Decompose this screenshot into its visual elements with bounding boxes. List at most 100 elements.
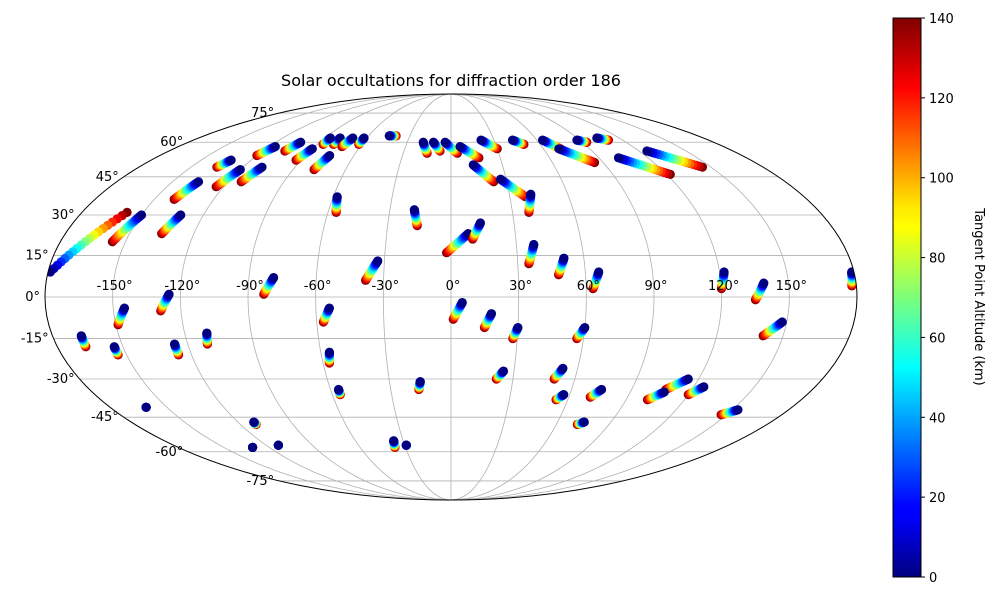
track-point [332, 192, 342, 202]
track-point [226, 155, 236, 165]
lat-tick-label: -15° [21, 332, 49, 347]
colorbar-tick-label: 140 [929, 12, 954, 27]
occultation-track [572, 135, 592, 147]
track-point [733, 405, 743, 415]
occultation-track [236, 162, 267, 187]
occultation-track [45, 207, 132, 277]
track-point [359, 133, 369, 143]
track-point [409, 205, 419, 215]
occultation-track [247, 442, 258, 453]
track-point [249, 417, 259, 427]
track-point [507, 135, 518, 145]
track-point [247, 442, 258, 453]
track-point [428, 137, 439, 147]
track-point [141, 402, 151, 412]
track-point [496, 174, 506, 184]
occultation-track [554, 253, 569, 280]
track-point [498, 366, 509, 376]
lat-tick-label: -75° [246, 474, 274, 489]
track-point [296, 137, 306, 147]
track-point [384, 131, 394, 141]
occultation-track [585, 384, 607, 402]
occultation-track [524, 239, 539, 269]
occultation-track [468, 218, 485, 244]
track-point [513, 322, 523, 333]
occultation-track [428, 137, 445, 156]
track-point [373, 256, 383, 266]
track-point [270, 141, 280, 152]
track-point [526, 189, 536, 199]
colorbar-tick-label: 20 [929, 491, 946, 506]
occultation-track [202, 328, 213, 349]
track-point [759, 278, 769, 288]
occultation-track [758, 317, 787, 341]
occultation-track [169, 339, 184, 360]
occultation-track [389, 436, 400, 453]
occultation-track [642, 387, 669, 405]
occultation-track [476, 135, 502, 154]
track-point [415, 377, 425, 387]
colorbar-tick-label: 0 [929, 571, 937, 586]
occultation-track [259, 272, 279, 299]
occultation-track [76, 331, 91, 352]
track-point [202, 328, 212, 338]
track-point [719, 267, 729, 277]
occultation-track [333, 384, 345, 400]
colorbar-tick-label: 60 [929, 331, 946, 346]
occultation-track [324, 347, 335, 368]
occultation-track [554, 144, 600, 168]
occultation-track [496, 174, 531, 202]
occultation-track [442, 229, 473, 258]
track-point [457, 297, 467, 308]
occultation-track [508, 322, 523, 344]
colorbar-gradient [892, 17, 922, 578]
track-point [579, 417, 589, 427]
lon-tick-label: 150° [776, 279, 807, 294]
colorbar-ticks: 0 20 40 60 80 100 120 140 [921, 12, 954, 586]
lon-tick-label: -90° [236, 279, 264, 294]
occultation-track [479, 309, 497, 333]
occultation-track [468, 160, 499, 187]
occultation-track [360, 256, 383, 285]
track-point [273, 440, 283, 450]
track-point [324, 303, 334, 313]
chart-title: Solar occultations for diffraction order… [281, 71, 621, 90]
occultation-track [661, 374, 693, 395]
occultation-track [572, 417, 589, 430]
track-point [486, 309, 497, 319]
track-point [475, 218, 485, 228]
track-point [699, 382, 709, 392]
lon-tick-label: 0° [446, 279, 461, 294]
track-point [324, 347, 335, 357]
track-point [164, 289, 174, 299]
track-point [109, 342, 119, 352]
track-point [476, 135, 486, 145]
occultation-track [354, 133, 369, 149]
meridian-line [450, 93, 723, 501]
occultation-track [318, 303, 334, 327]
track-point [333, 384, 344, 395]
lon-tick-label: 60° [577, 279, 600, 294]
lon-tick-label: 120° [708, 279, 739, 294]
track-point [613, 153, 624, 163]
occultation-track [401, 440, 411, 450]
colorbar-tick-label: 100 [929, 172, 954, 187]
longitude-labels: -150° -120° -90° -60° -30° 0° 30° 60° 90° 120° 150… [97, 279, 807, 294]
occultation-track [750, 278, 769, 305]
occultation-track [141, 402, 151, 412]
occultation-track [551, 390, 569, 405]
track-point [401, 440, 411, 450]
occultation-track [212, 155, 236, 172]
track-point [440, 137, 450, 147]
track-point [348, 133, 358, 143]
meridian-line [382, 93, 452, 501]
track-point [389, 436, 399, 446]
track-point [659, 387, 669, 397]
occultation-tracks [45, 131, 857, 453]
track-point [559, 253, 569, 263]
occultation-track [613, 153, 675, 179]
track-point [325, 133, 336, 143]
track-point [169, 339, 180, 349]
track-point [76, 331, 86, 341]
colorbar-label: Tangent Point Altitude (km) [971, 207, 986, 385]
